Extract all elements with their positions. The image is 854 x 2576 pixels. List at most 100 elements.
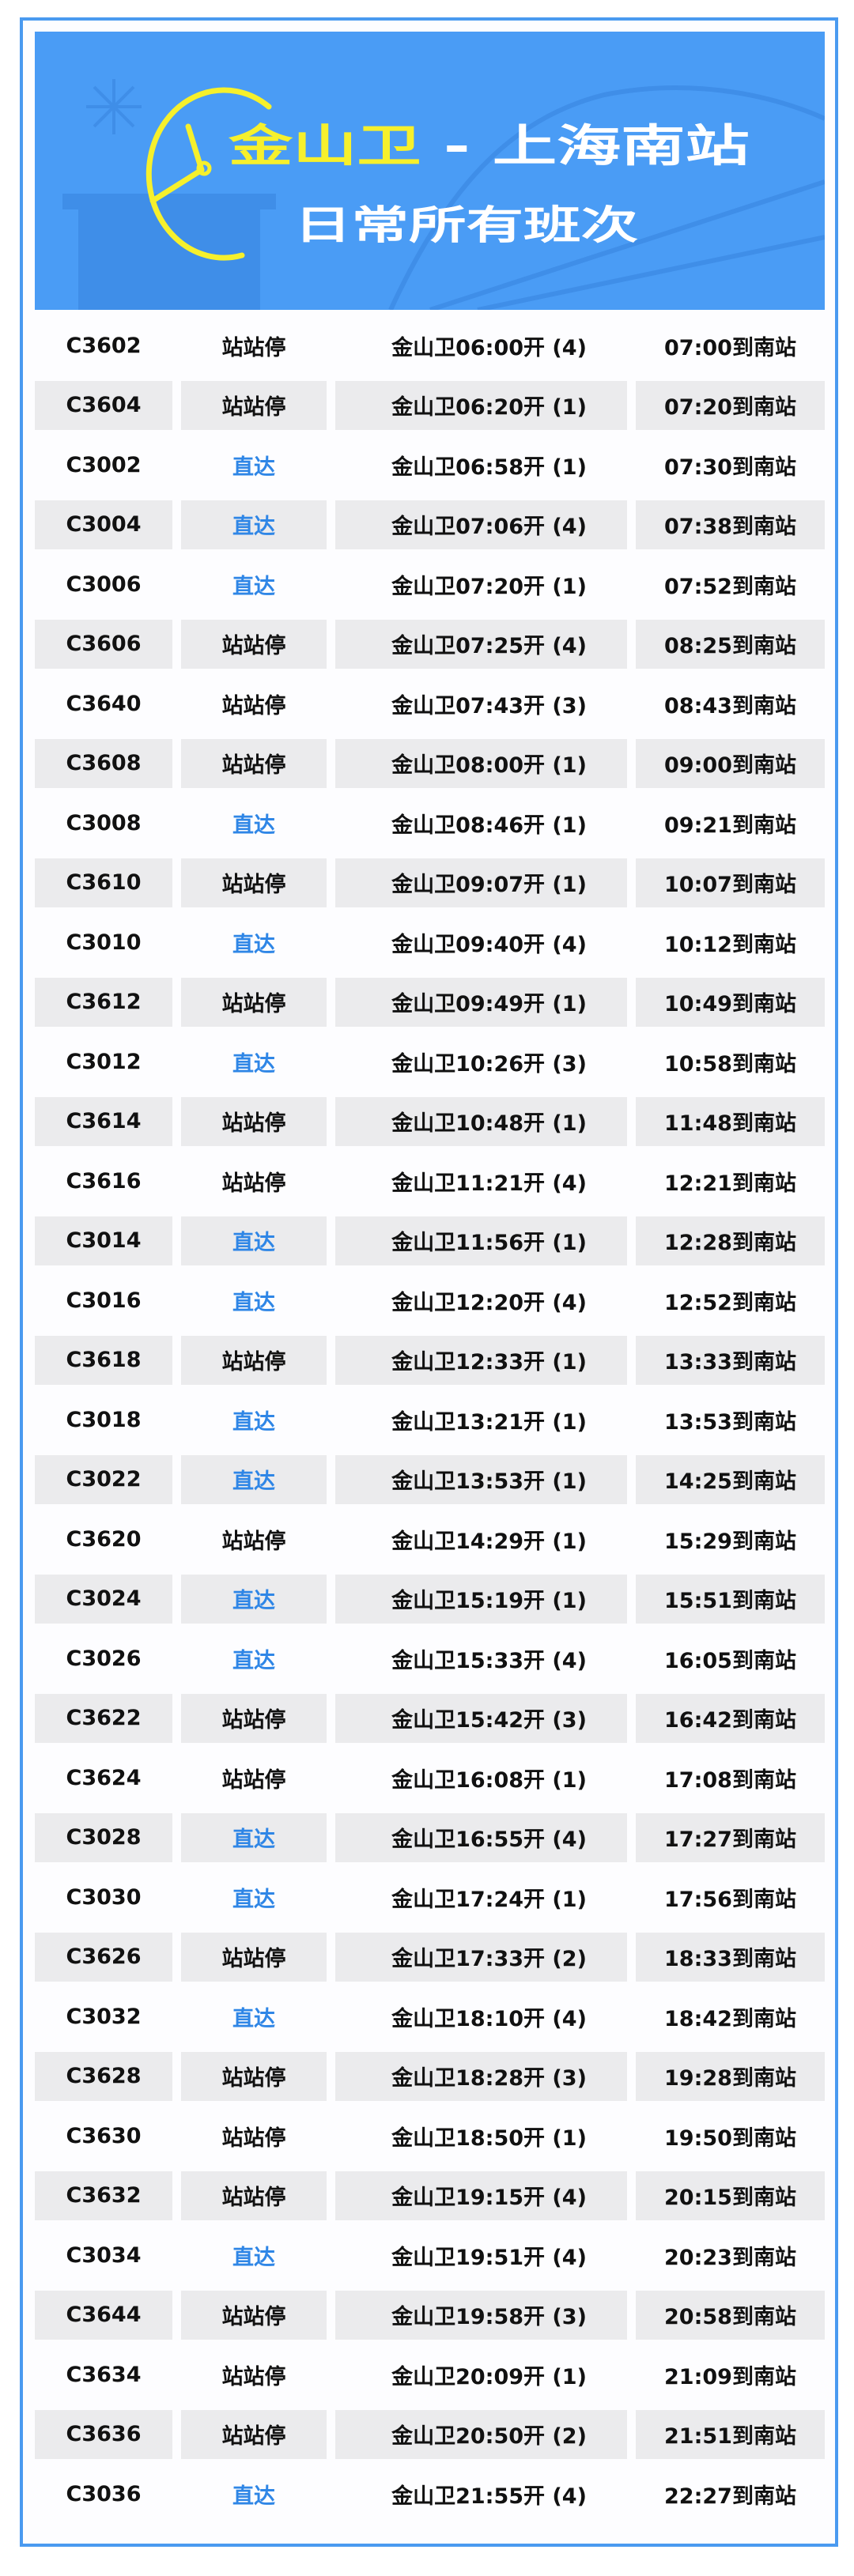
sunburst-icon bbox=[86, 79, 142, 134]
service-type: 站站停 bbox=[221, 2364, 286, 2389]
train-icon bbox=[388, 85, 825, 310]
service-type: 直达 bbox=[232, 2245, 275, 2270]
table-row: C3032 直达 金山卫18:10开 (4) 18:42到南站 bbox=[35, 1986, 825, 2046]
train-number: C3618 bbox=[35, 1335, 172, 1385]
table-row: C3644 站站停 金山卫19:58开 (3) 20:58到南站 bbox=[35, 2285, 825, 2345]
table-row: C3016 直达 金山卫12:20开 (4) 12:52到南站 bbox=[35, 1270, 825, 1330]
service-type: 站站停 bbox=[181, 2290, 327, 2340]
table-row: C3014 直达 金山卫11:56开 (1) 12:28到南站 bbox=[35, 1211, 825, 1271]
departure-time: 金山卫07:20开 (1) bbox=[391, 574, 587, 599]
departure-time: 金山卫07:06开 (4) bbox=[335, 500, 627, 549]
train-number: C3012 bbox=[66, 1049, 142, 1074]
departure-time: 金山卫07:25开 (4) bbox=[335, 619, 627, 669]
arrival-time: 20:15到南站 bbox=[636, 2171, 825, 2220]
arrival-time: 21:09到南站 bbox=[664, 2364, 796, 2389]
train-number: C3606 bbox=[35, 619, 172, 669]
departure-time: 金山卫06:58开 (1) bbox=[391, 454, 587, 480]
table-row: C3626 站站停 金山卫17:33开 (2) 18:33到南站 bbox=[35, 1927, 825, 1987]
arrival-time: 17:56到南站 bbox=[664, 1887, 796, 1912]
table-row: C3622 站站停 金山卫15:42开 (3) 16:42到南站 bbox=[35, 1688, 825, 1748]
departure-time: 金山卫18:50开 (1) bbox=[391, 2125, 587, 2151]
service-type: 直达 bbox=[232, 2006, 275, 2031]
arrival-time: 14:25到南站 bbox=[636, 1454, 825, 1504]
departure-time: 金山卫13:53开 (1) bbox=[335, 1454, 627, 1504]
train-number: C3016 bbox=[66, 1288, 142, 1313]
table-row: C3624 站站停 金山卫16:08开 (1) 17:08到南站 bbox=[35, 1748, 825, 1808]
train-number: C3022 bbox=[35, 1454, 172, 1504]
service-type: 站站停 bbox=[181, 619, 327, 669]
train-number: C3024 bbox=[35, 1574, 172, 1624]
arrival-time: 18:33到南站 bbox=[636, 1932, 825, 1982]
schedule-frame bbox=[20, 17, 838, 2547]
departure-time: 金山卫16:55开 (4) bbox=[335, 1812, 627, 1862]
departure-time: 金山卫19:15开 (4) bbox=[335, 2171, 627, 2220]
train-number: C3034 bbox=[66, 2242, 142, 2268]
departure-time: 金山卫09:49开 (1) bbox=[335, 977, 627, 1027]
header-banner: 金山卫 - 上海南站 日常所有班次 bbox=[35, 32, 825, 310]
service-type: 直达 bbox=[181, 1574, 327, 1624]
departure-time: 金山卫08:00开 (1) bbox=[335, 738, 627, 788]
train-number: C3624 bbox=[66, 1765, 142, 1790]
departure-time: 金山卫19:51开 (4) bbox=[391, 2245, 587, 2270]
departure-time: 金山卫21:55开 (4) bbox=[391, 2484, 587, 2509]
train-number: C3628 bbox=[35, 2051, 172, 2101]
train-number: C3036 bbox=[66, 2481, 142, 2506]
service-type: 站站停 bbox=[181, 2051, 327, 2101]
train-number: C3616 bbox=[66, 1168, 142, 1194]
train-number: C3018 bbox=[66, 1407, 142, 1432]
arrival-time: 10:49到南站 bbox=[636, 977, 825, 1027]
service-type: 直达 bbox=[232, 574, 275, 599]
table-row: C3024 直达 金山卫15:19开 (1) 15:51到南站 bbox=[35, 1569, 825, 1629]
service-type: 站站停 bbox=[221, 1767, 286, 1793]
departure-time: 金山卫16:08开 (1) bbox=[391, 1767, 587, 1793]
departure-time: 金山卫11:56开 (1) bbox=[335, 1216, 627, 1265]
title-destination: - 上海南站 bbox=[443, 121, 750, 172]
departure-time: 金山卫17:24开 (1) bbox=[391, 1887, 587, 1912]
arrival-time: 17:27到南站 bbox=[636, 1812, 825, 1862]
train-number: C3014 bbox=[35, 1216, 172, 1265]
timetable: C3602 站站停 金山卫06:00开 (4) 07:00到南站 C3604 站站停 金山卫… bbox=[35, 315, 825, 2524]
departure-time: 金山卫18:10开 (4) bbox=[391, 2006, 587, 2031]
train-number: C3630 bbox=[66, 2123, 142, 2148]
departure-time: 金山卫06:20开 (1) bbox=[335, 380, 627, 430]
table-row: C3614 站站停 金山卫10:48开 (1) 11:48到南站 bbox=[35, 1092, 825, 1152]
table-row: C3030 直达 金山卫17:24开 (1) 17:56到南站 bbox=[35, 1867, 825, 1927]
service-type: 直达 bbox=[181, 1812, 327, 1862]
banner-title: 金山卫 - 上海南站 bbox=[229, 111, 750, 175]
train-number: C3604 bbox=[35, 380, 172, 430]
departure-time: 金山卫15:19开 (1) bbox=[335, 1574, 627, 1624]
departure-time: 金山卫17:33开 (2) bbox=[335, 1932, 627, 1982]
departure-time: 金山卫08:46开 (1) bbox=[391, 813, 587, 838]
arrival-time: 19:50到南站 bbox=[664, 2125, 796, 2151]
train-number: C3612 bbox=[35, 977, 172, 1027]
service-type: 站站停 bbox=[181, 858, 327, 907]
service-type: 直达 bbox=[232, 1648, 275, 1673]
service-type: 直达 bbox=[181, 1454, 327, 1504]
arrival-time: 22:27到南站 bbox=[664, 2484, 796, 2509]
departure-time: 金山卫06:00开 (4) bbox=[391, 335, 587, 360]
table-row: C3640 站站停 金山卫07:43开 (3) 08:43到南站 bbox=[35, 673, 825, 734]
departure-time: 金山卫14:29开 (1) bbox=[391, 1529, 587, 1554]
train-number: C3030 bbox=[66, 1884, 142, 1910]
train-number: C3006 bbox=[66, 571, 142, 597]
table-row: C3010 直达 金山卫09:40开 (4) 10:12到南站 bbox=[35, 912, 825, 972]
arrival-time: 15:51到南站 bbox=[636, 1574, 825, 1624]
train-number: C3010 bbox=[66, 930, 142, 955]
table-row: C3618 站站停 金山卫12:33开 (1) 13:33到南站 bbox=[35, 1330, 825, 1390]
table-row: C3628 站站停 金山卫18:28开 (3) 19:28到南站 bbox=[35, 2046, 825, 2106]
arrival-time: 10:12到南站 bbox=[664, 932, 796, 957]
building-icon bbox=[62, 194, 276, 310]
table-row: C3604 站站停 金山卫06:20开 (1) 07:20到南站 bbox=[35, 375, 825, 436]
departure-time: 金山卫10:26开 (3) bbox=[391, 1051, 587, 1077]
service-type: 直达 bbox=[232, 813, 275, 838]
arrival-time: 12:21到南站 bbox=[664, 1171, 796, 1196]
table-row: C3028 直达 金山卫16:55开 (4) 17:27到南站 bbox=[35, 1808, 825, 1868]
table-row: C3022 直达 金山卫13:53开 (1) 14:25到南站 bbox=[35, 1450, 825, 1510]
table-row: C3612 站站停 金山卫09:49开 (1) 10:49到南站 bbox=[35, 972, 825, 1032]
train-number: C3004 bbox=[35, 500, 172, 549]
table-row: C3606 站站停 金山卫07:25开 (4) 08:25到南站 bbox=[35, 614, 825, 674]
departure-time: 金山卫12:20开 (4) bbox=[391, 1290, 587, 1315]
table-row: C3008 直达 金山卫08:46开 (1) 09:21到南站 bbox=[35, 793, 825, 853]
service-type: 站站停 bbox=[181, 738, 327, 788]
table-row: C3034 直达 金山卫19:51开 (4) 20:23到南站 bbox=[35, 2225, 825, 2285]
